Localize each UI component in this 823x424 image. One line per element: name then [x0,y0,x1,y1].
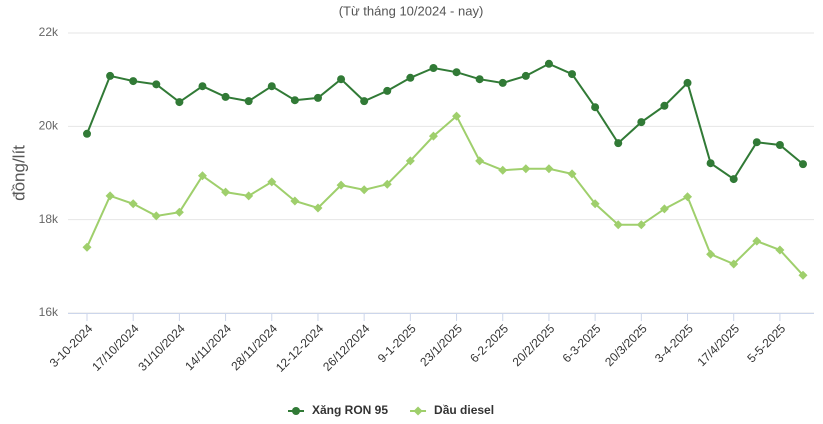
data-point [636,220,646,230]
data-point [267,82,276,91]
legend-label: Xăng RON 95 [312,403,388,417]
data-point [567,169,577,179]
x-tick-label: 9-1-2025 [375,321,419,365]
data-point [128,199,138,209]
data-point [614,139,623,148]
data-point [637,118,646,127]
data-point [498,165,508,175]
x-tick-label: 6-2-2025 [467,321,511,365]
data-point [174,207,184,217]
data-point [151,211,161,221]
data-point [82,242,92,252]
data-point [129,77,138,86]
data-point [83,129,91,138]
x-tick-label: 20/2/2025 [510,321,558,369]
data-point [106,71,115,80]
data-point [590,199,600,209]
data-point [429,64,438,72]
legend-marker [292,407,300,415]
data-point [775,245,785,255]
data-point [198,82,207,91]
data-point [244,97,253,106]
x-tick-label: 14/11/2024 [182,321,234,373]
data-point [752,236,762,246]
y-tick-label: 18k [39,212,59,226]
data-point [729,259,739,269]
x-tick-label: 17/10/2024 [89,321,142,374]
data-point [544,59,553,68]
data-point [290,196,300,206]
x-tick-label: 3-10-2024 [47,321,96,370]
chart-title: (Từ tháng 10/2024 - nay) [339,3,484,18]
data-point [428,131,438,141]
data-point [706,249,716,259]
data-point [336,180,346,190]
data-point [521,164,531,174]
data-point [221,92,230,101]
data-point [405,156,415,166]
data-point [267,177,277,187]
data-point [360,97,369,106]
data-point [660,101,669,110]
data-point [475,75,484,84]
data-point [683,192,693,202]
data-point [452,68,461,77]
y-tick-label: 22k [39,25,59,39]
data-point [244,191,254,201]
x-tick-label: 20/3/2025 [602,321,650,369]
data-point [521,71,530,80]
data-point [498,78,507,87]
data-point [313,203,323,213]
data-point [452,111,462,121]
data-point [775,141,784,149]
data-point [406,73,415,82]
data-point [152,80,161,89]
data-point [359,185,369,195]
y-tick-label: 20k [39,119,59,133]
data-point [798,270,808,280]
data-point [799,160,807,169]
data-point [105,191,115,201]
legend-marker [413,406,423,416]
data-point [568,70,577,79]
x-tick-label: 31/10/2024 [135,321,188,374]
x-tick-label: 6-3-2025 [560,321,604,365]
data-point [313,93,322,102]
x-tick-label: 12-12-2024 [273,321,327,375]
x-tick-label: 17/4/2025 [694,321,742,369]
data-point [659,204,669,214]
data-point [382,179,392,189]
data-point [683,78,692,87]
y-axis-label: đồng/lít [9,145,28,201]
data-point [752,138,761,147]
data-point [290,96,299,105]
data-point [221,187,231,197]
data-point [544,164,554,174]
data-point [197,171,207,181]
data-point [337,75,346,84]
data-point [613,220,623,230]
data-point [729,175,738,184]
x-tick-label: 5-5-2025 [744,321,788,365]
data-point [706,159,715,168]
data-point [383,86,392,95]
x-tick-label: 3-4-2025 [652,321,696,365]
series-line [86,114,804,276]
x-tick-label: 26/12/2024 [320,321,373,374]
data-point [175,98,184,107]
y-tick-label: 16k [39,305,59,319]
series-line [86,62,804,181]
legend-label: Dầu diesel [434,403,494,417]
data-point [475,156,485,166]
data-point [591,103,600,112]
x-tick-label: 23/1/2025 [417,321,465,369]
